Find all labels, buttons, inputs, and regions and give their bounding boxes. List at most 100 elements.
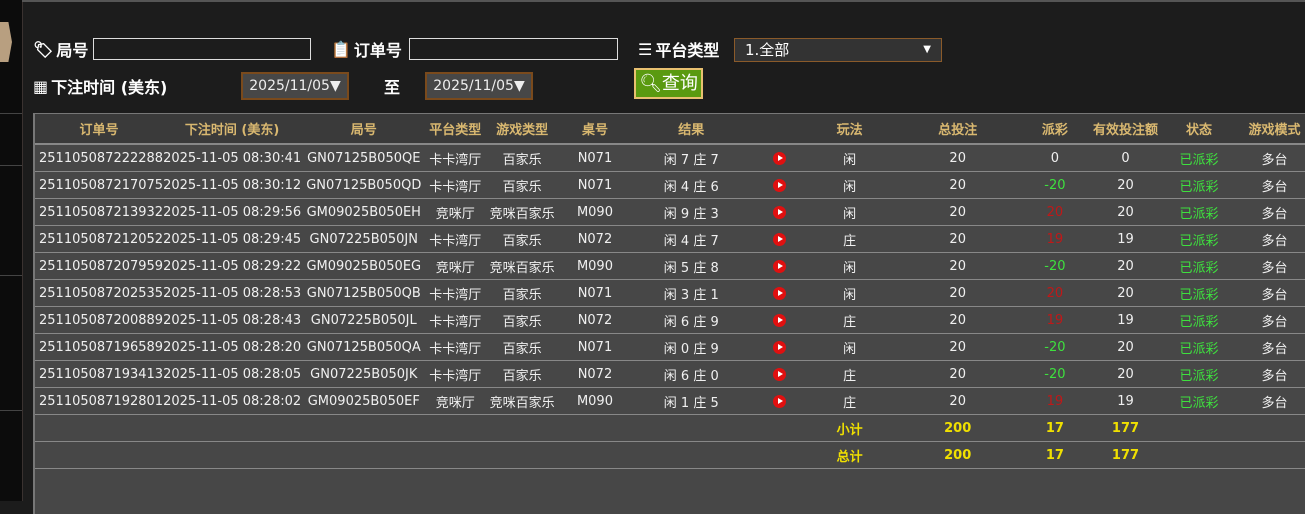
replay-cell [752,252,807,280]
table-cell: GN07125B050QB [301,279,427,307]
table-cell: 0 [1022,144,1087,172]
column-header: 有效投注额 [1086,114,1165,145]
table-cell: N071 [560,171,630,199]
clipboard-icon: 📋 [331,39,351,59]
platform-select[interactable]: 1.全部 ▼ [734,38,942,62]
table-cell: N072 [560,306,630,334]
total-total-bet: 200 [892,441,1023,469]
table-row[interactable]: 251105087200889 2025-11-05 08:28:43 GN0722… [35,306,1305,334]
column-header: 派彩 [1022,114,1087,145]
column-header: 状态 [1164,114,1234,145]
empty-cell [629,414,753,442]
table-cell: 2025-11-05 08:28:05 [163,360,302,388]
table-cell: 19 [1086,225,1165,253]
play-video-icon[interactable] [773,259,787,273]
table-cell: N071 [560,144,630,172]
play-video-icon[interactable] [773,394,787,408]
table-cell: 251105087213932 [35,198,164,226]
table-row[interactable]: 251105087222288 2025-11-05 08:30:41 GN0712… [35,144,1305,172]
table-cell: 251105087222288 [35,144,164,172]
table-row[interactable]: 251105087207959 2025-11-05 08:29:22 GM0902… [35,252,1305,280]
table-cell: 多台 [1233,198,1305,226]
play-video-icon[interactable] [773,313,787,327]
play-video-icon[interactable] [773,367,787,381]
play-video-icon[interactable] [773,178,787,192]
table-cell: 2025-11-05 08:29:22 [163,252,302,280]
table-cell: 251105087192801 [35,387,164,415]
date-from-picker[interactable]: 2025/11/05▼ [241,72,349,100]
table-cell: 卡卡湾厅 [426,171,484,199]
sidebar-tab[interactable] [0,22,12,62]
subtotal-valid-bet: 177 [1086,414,1165,442]
empty-cell [1233,414,1305,442]
table-row[interactable]: 251105087202535 2025-11-05 08:28:53 GN0712… [35,279,1305,307]
table-cell: 闲 [806,333,893,361]
table-cell: 竞咪百家乐 [484,198,561,226]
table-cell: 多台 [1233,333,1305,361]
empty-cell [426,441,484,469]
table-row[interactable]: 251105087212052 2025-11-05 08:29:45 GN0722… [35,225,1305,253]
table-cell: 闲 [806,279,893,307]
table-row[interactable]: 251105087193413 2025-11-05 08:28:05 GN0722… [35,360,1305,388]
table-cell: M090 [560,252,630,280]
time-label: ▦ 下注时间 (美东) [33,74,167,98]
play-video-icon[interactable] [773,340,787,354]
tag-icon: 🏷 [33,39,54,59]
table-row[interactable]: 251105087217075 2025-11-05 08:30:12 GN0712… [35,171,1305,199]
table-cell: 19 [1022,387,1087,415]
table-cell: 多台 [1233,171,1305,199]
empty-cell [560,441,630,469]
table-cell: 20 [1086,171,1165,199]
empty-cell [629,441,753,469]
table-cell: 19 [1086,306,1165,334]
replay-cell [752,387,807,415]
table-cell: GN07125B050QE [301,144,427,172]
table-cell: 20 [1022,198,1087,226]
table-cell: 百家乐 [484,360,561,388]
table-cell: 20 [892,279,1023,307]
table-cell: 20 [892,171,1023,199]
table-cell: 20 [1086,198,1165,226]
replay-cell [752,360,807,388]
table-cell: 卡卡湾厅 [426,144,484,172]
play-video-icon[interactable] [773,151,787,165]
table-cell: 多台 [1233,279,1305,307]
table-cell: GN07125B050QD [301,171,427,199]
table-cell: 庄 [806,360,893,388]
table-cell: 百家乐 [484,225,561,253]
table-row[interactable]: 251105087213932 2025-11-05 08:29:56 GM0902… [35,198,1305,226]
table-cell: 卡卡湾厅 [426,333,484,361]
table-cell: 20 [1086,279,1165,307]
play-video-icon[interactable] [773,232,787,246]
table-cell: 2025-11-05 08:28:02 [163,387,302,415]
table-cell: 2025-11-05 08:30:41 [163,144,302,172]
empty-cell [560,414,630,442]
table-cell: 19 [1022,306,1087,334]
table-cell: 2025-11-05 08:29:45 [163,225,302,253]
table-cell: GM09025B050EH [301,198,427,226]
column-header: 结果 [629,114,753,145]
table-cell: 251105087212052 [35,225,164,253]
column-header: 游戏模式 [1233,114,1305,145]
column-header [752,114,807,145]
table-cell: 竞咪百家乐 [484,387,561,415]
order-label-text: 订单号 [353,41,402,60]
table-cell: 251105087207959 [35,252,164,280]
order-input[interactable] [409,38,618,60]
table-row[interactable]: 251105087196589 2025-11-05 08:28:20 GN0712… [35,333,1305,361]
table-cell: 多台 [1233,252,1305,280]
column-header: 平台类型 [426,114,484,145]
table-row[interactable]: 251105087192801 2025-11-05 08:28:02 GM0902… [35,387,1305,415]
play-video-icon[interactable] [773,205,787,219]
query-button[interactable]: 🔍︎查询 [634,68,703,99]
table-cell: N072 [560,360,630,388]
column-header: 订单号 [35,114,164,145]
table-cell: 多台 [1233,144,1305,172]
empty-cell [35,414,164,442]
play-video-icon[interactable] [773,286,787,300]
table-cell: M090 [560,198,630,226]
date-to-picker[interactable]: 2025/11/05▼ [425,72,533,100]
round-input[interactable] [93,38,311,60]
table-cell: 竞咪厅 [426,252,484,280]
table-cell: 闲 4 庄 7 [629,225,753,253]
